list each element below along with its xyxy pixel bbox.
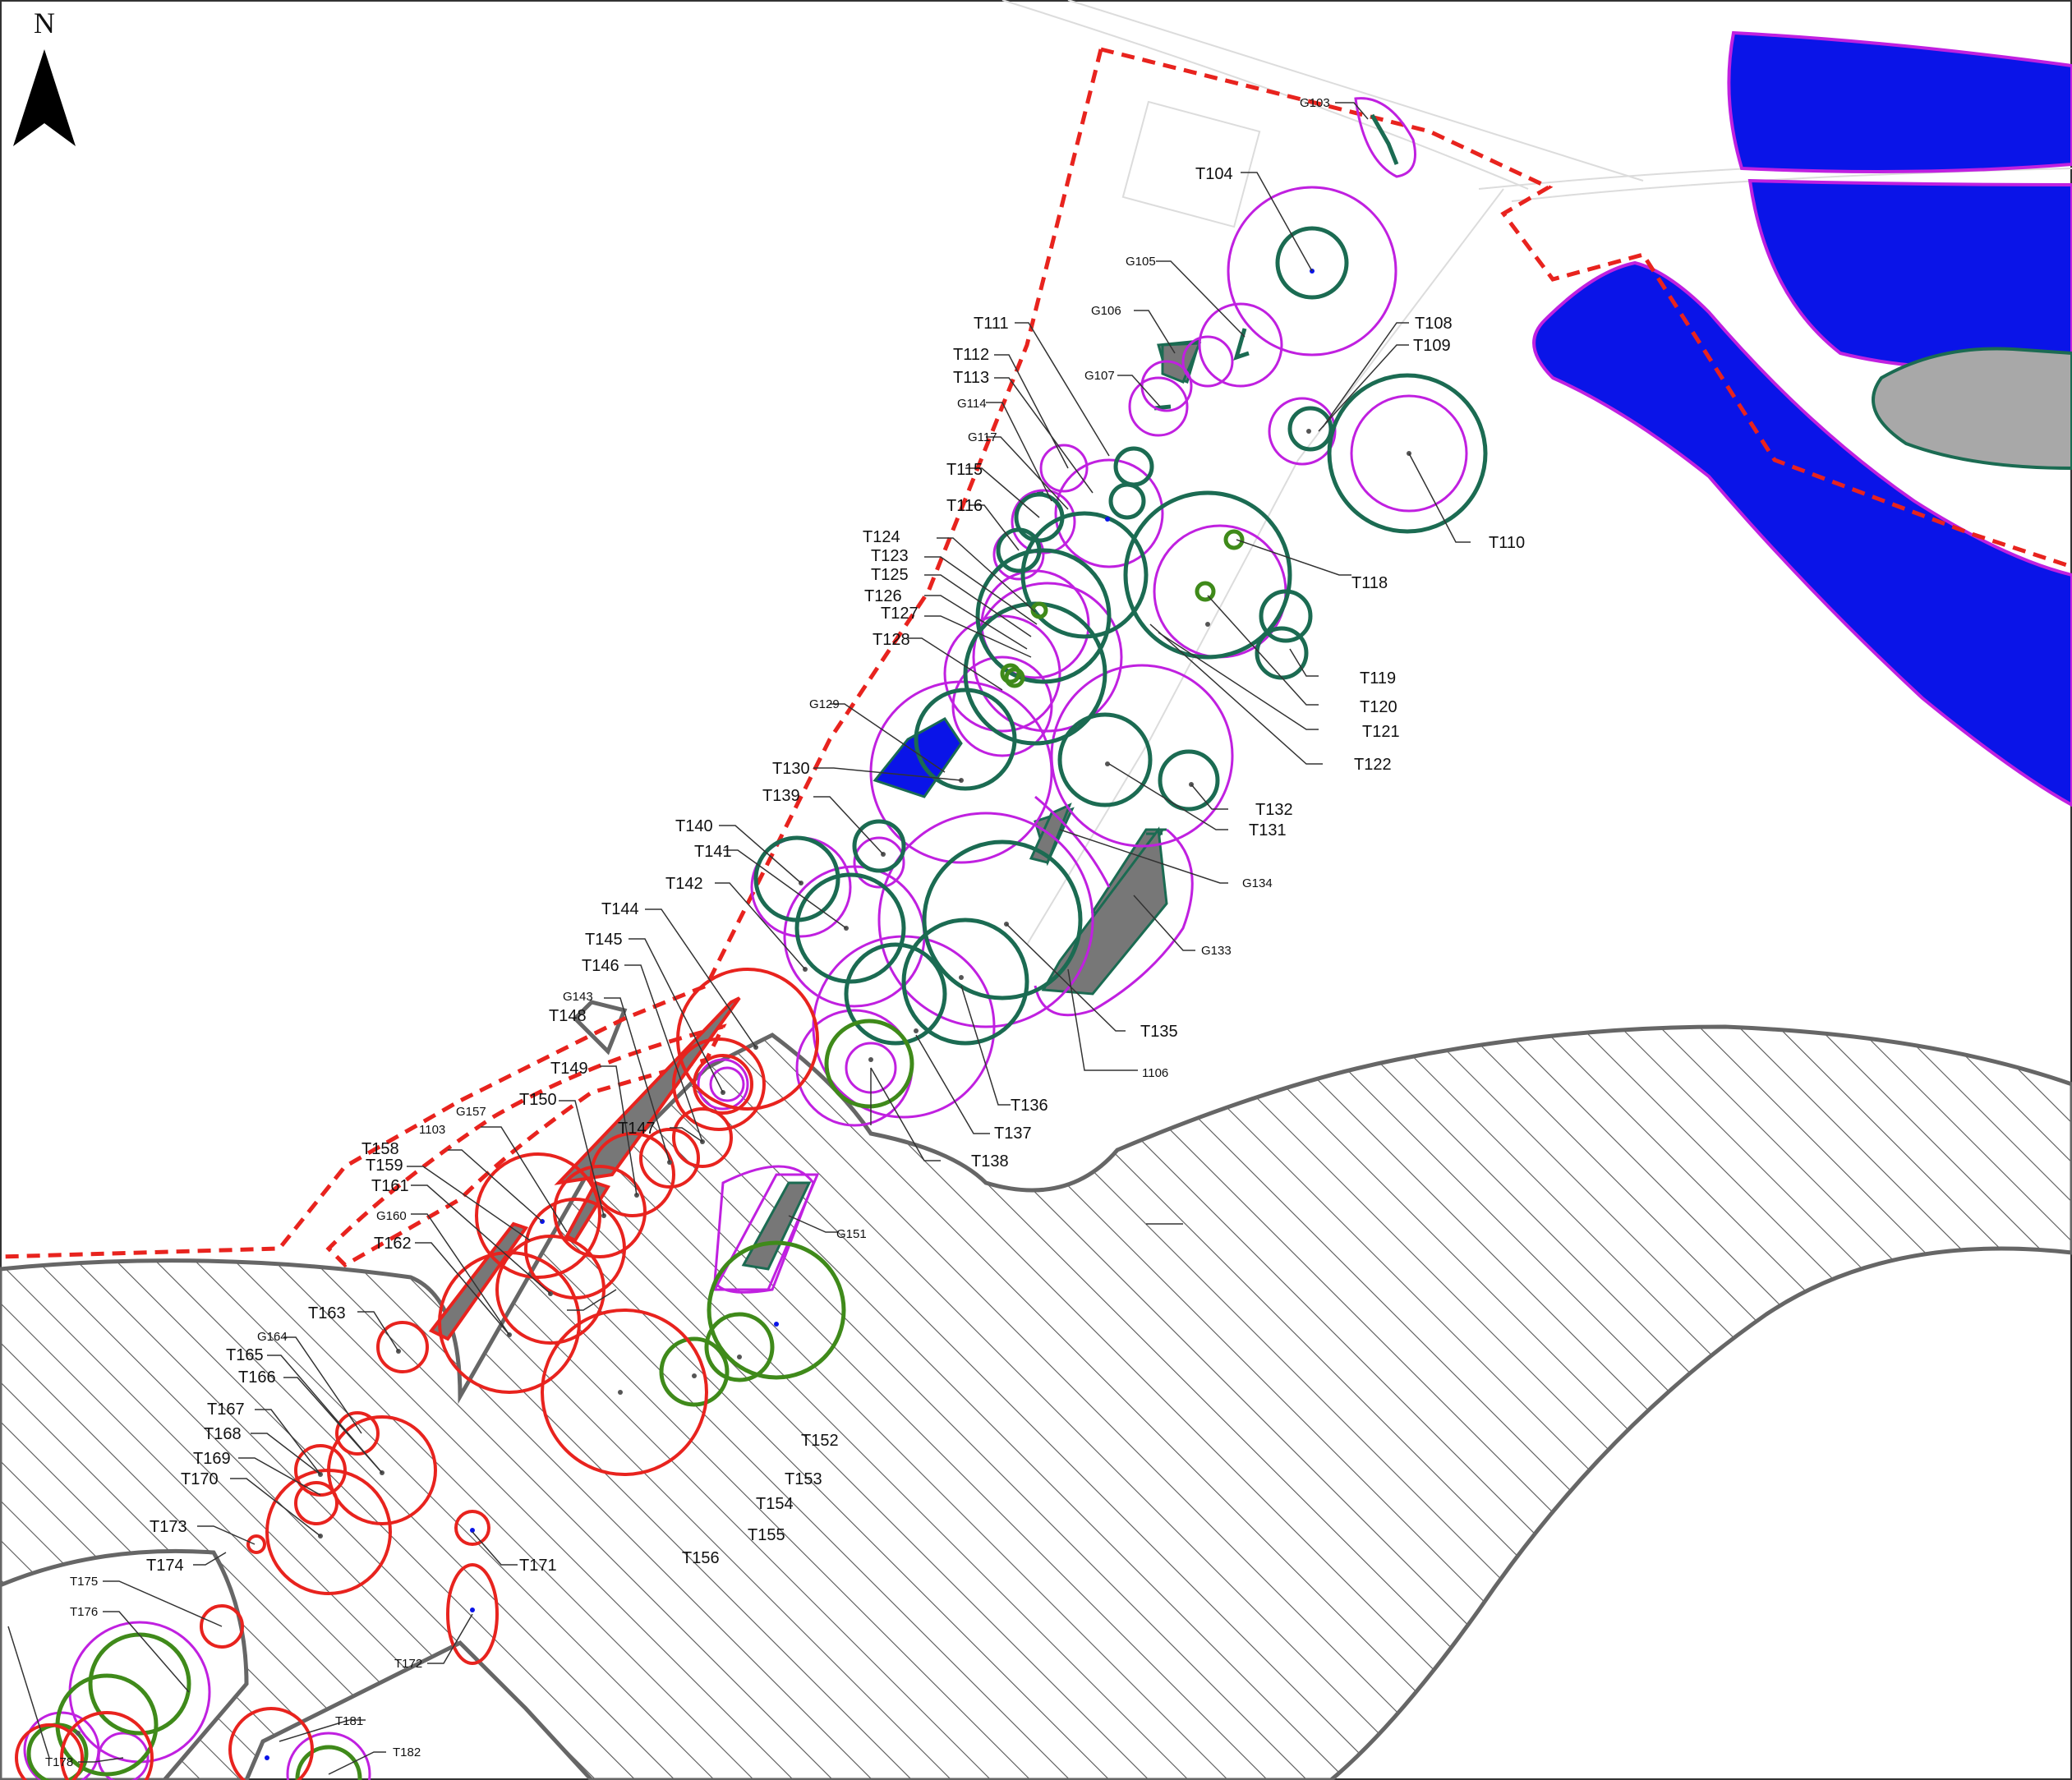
tree-labels: G103 T104 G105 G106 G107 T108 T109 T110 … bbox=[45, 96, 1525, 1769]
label-T138: T138 bbox=[971, 1152, 1009, 1171]
label-T145: T145 bbox=[585, 931, 623, 949]
label-T170: T170 bbox=[181, 1470, 219, 1488]
label-leaders bbox=[7, 102, 1471, 1775]
label-T113: T113 bbox=[953, 369, 989, 387]
label-G151: G151 bbox=[836, 1227, 867, 1241]
label-T115: T115 bbox=[946, 461, 983, 479]
label-T127: T127 bbox=[881, 605, 919, 623]
group-G106 bbox=[1161, 342, 1202, 384]
label-T173: T173 bbox=[150, 1518, 187, 1536]
label-T163: T163 bbox=[308, 1304, 346, 1322]
label-T135: T135 bbox=[1140, 1023, 1178, 1041]
north-arrow: N bbox=[13, 7, 76, 146]
label-T144: T144 bbox=[601, 900, 639, 918]
label-T154: T154 bbox=[756, 1495, 794, 1513]
label-T112: T112 bbox=[953, 346, 989, 364]
label-T108: T108 bbox=[1415, 315, 1453, 333]
label-T104: T104 bbox=[1195, 165, 1233, 183]
group-G103 bbox=[1370, 113, 1399, 165]
label-T152: T152 bbox=[801, 1432, 839, 1450]
label-T174: T174 bbox=[146, 1557, 184, 1575]
label-T156: T156 bbox=[682, 1549, 720, 1567]
label-T169: T169 bbox=[193, 1450, 231, 1468]
label-T158: T158 bbox=[361, 1140, 399, 1158]
white-area-bottom-left bbox=[0, 1548, 249, 1780]
label-T118: T118 bbox=[1351, 574, 1388, 592]
label-G133: G133 bbox=[1201, 944, 1232, 958]
hatched-area bbox=[0, 1024, 2072, 1780]
label-T175: T175 bbox=[70, 1575, 98, 1589]
label-T182: T182 bbox=[393, 1746, 421, 1759]
label-T120: T120 bbox=[1360, 698, 1397, 716]
label-T110: T110 bbox=[1489, 534, 1525, 552]
label-T140: T140 bbox=[675, 817, 713, 835]
label-T147: T147 bbox=[618, 1120, 656, 1138]
label-G103: G103 bbox=[1300, 96, 1330, 110]
label-T137: T137 bbox=[994, 1125, 1032, 1143]
label-T161: T161 bbox=[371, 1177, 409, 1195]
label-T116: T116 bbox=[946, 497, 983, 515]
label-T167: T167 bbox=[207, 1401, 245, 1419]
label-T159: T159 bbox=[366, 1157, 403, 1175]
label-T142: T142 bbox=[665, 875, 703, 893]
label-T119: T119 bbox=[1360, 669, 1396, 688]
label-T128: T128 bbox=[873, 631, 910, 649]
label-G157: G157 bbox=[456, 1105, 486, 1119]
label-T153: T153 bbox=[785, 1470, 822, 1488]
label-T148: T148 bbox=[549, 1007, 587, 1025]
label-T162: T162 bbox=[374, 1235, 412, 1253]
label-1106: 1106 bbox=[1142, 1066, 1168, 1080]
label-G164: G164 bbox=[257, 1330, 288, 1344]
label-T136: T136 bbox=[1011, 1097, 1048, 1115]
group-G105 bbox=[1233, 328, 1250, 361]
group-G151 bbox=[741, 1181, 812, 1271]
label-T149: T149 bbox=[550, 1060, 588, 1078]
north-label: N bbox=[34, 7, 55, 39]
label-T124: T124 bbox=[863, 528, 900, 546]
label-T178: T178 bbox=[45, 1755, 73, 1769]
label-T165: T165 bbox=[226, 1346, 264, 1364]
label-T109: T109 bbox=[1413, 337, 1451, 355]
label-G106: G106 bbox=[1091, 304, 1121, 318]
label-T121: T121 bbox=[1362, 723, 1400, 741]
label-T171: T171 bbox=[519, 1557, 557, 1575]
label-T126: T126 bbox=[864, 587, 902, 605]
label-T150: T150 bbox=[519, 1091, 557, 1109]
label-T130: T130 bbox=[772, 760, 810, 778]
label-G160: G160 bbox=[376, 1209, 407, 1223]
label-1103: 1103 bbox=[419, 1123, 445, 1137]
water-bodies bbox=[1532, 30, 2072, 807]
label-T172: T172 bbox=[394, 1657, 422, 1671]
label-T123: T123 bbox=[871, 547, 909, 565]
label-T125: T125 bbox=[871, 566, 909, 584]
label-T146: T146 bbox=[582, 957, 619, 975]
label-T168: T168 bbox=[204, 1425, 242, 1443]
label-T176: T176 bbox=[70, 1605, 98, 1619]
north-arrow-icon bbox=[13, 49, 76, 146]
label-G105: G105 bbox=[1126, 255, 1156, 269]
label-T166: T166 bbox=[238, 1368, 276, 1387]
label-T111: T111 bbox=[974, 315, 1009, 333]
label-G143: G143 bbox=[563, 990, 593, 1004]
label-T132: T132 bbox=[1255, 801, 1293, 819]
label-T131: T131 bbox=[1249, 821, 1287, 839]
label-T139: T139 bbox=[762, 787, 800, 805]
label-G134: G134 bbox=[1242, 876, 1273, 890]
label-T181: T181 bbox=[335, 1714, 363, 1728]
label-G114: G114 bbox=[957, 397, 987, 411]
label-G107: G107 bbox=[1084, 369, 1115, 383]
label-T155: T155 bbox=[748, 1526, 785, 1544]
group-G143 bbox=[554, 996, 741, 1185]
label-G129: G129 bbox=[809, 697, 840, 711]
label-G117: G117 bbox=[968, 430, 997, 444]
label-T141: T141 bbox=[694, 843, 732, 861]
label-T122: T122 bbox=[1354, 756, 1392, 774]
crown-outlines-red bbox=[15, 968, 819, 1780]
